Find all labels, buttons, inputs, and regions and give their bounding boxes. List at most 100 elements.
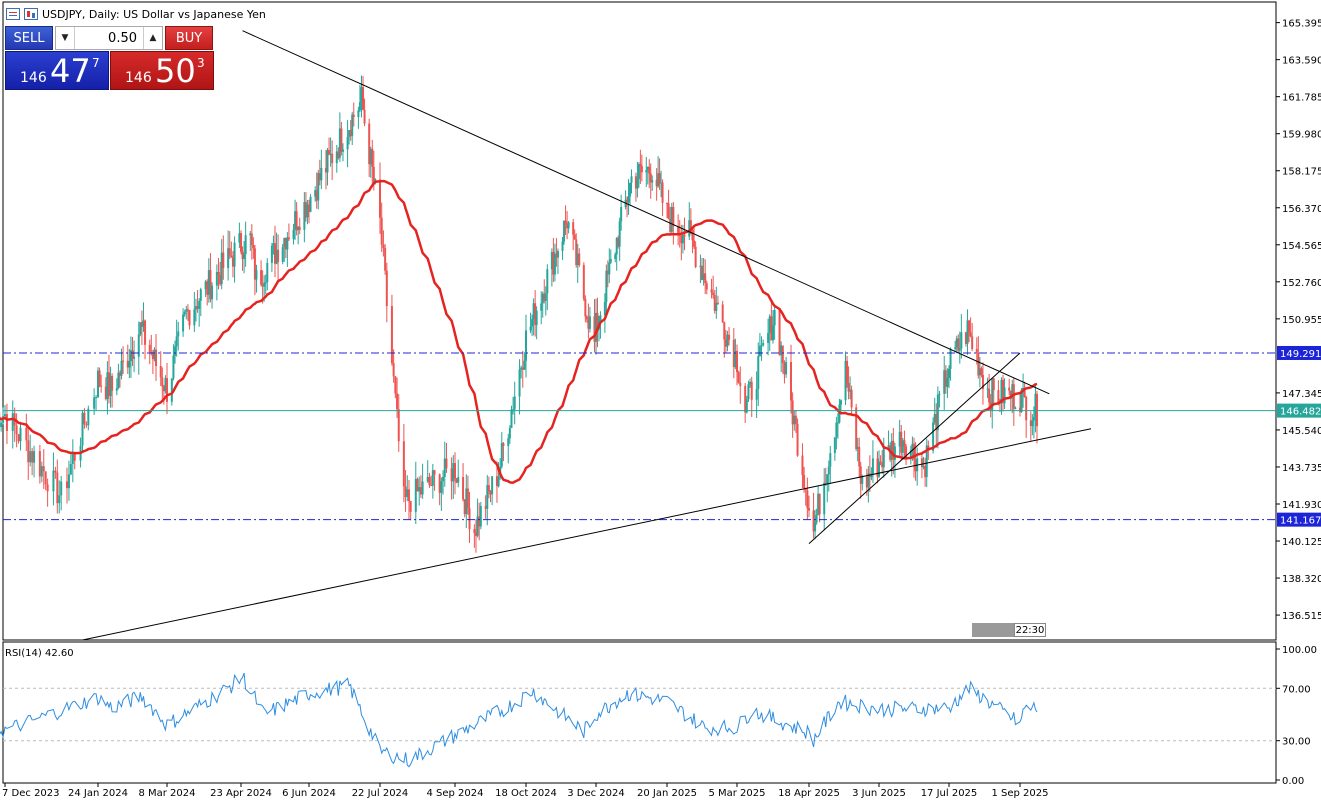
chart-window-icon[interactable] <box>6 8 20 20</box>
time-axis-label: 18 Apr 2025 <box>778 788 840 799</box>
candle-body <box>684 235 686 237</box>
time-axis-label: 18 Oct 2024 <box>495 788 557 799</box>
candle-body <box>1036 394 1038 426</box>
candle-body <box>0 423 2 427</box>
lot-size-input[interactable]: 0.50 <box>74 27 144 49</box>
candle-body <box>519 369 521 396</box>
candle-body <box>20 428 22 441</box>
buy-price-quote[interactable]: 146 50 3 <box>110 51 214 90</box>
candle-body <box>29 451 31 462</box>
candle-body <box>87 409 89 425</box>
trendline-1[interactable] <box>243 31 1050 394</box>
candle-body <box>562 241 564 251</box>
candle-body <box>502 443 504 446</box>
time-axis-label: 22 Jul 2024 <box>352 788 409 799</box>
candle-body <box>988 389 990 403</box>
candle-body <box>144 320 146 344</box>
sell-button[interactable]: SELL <box>5 26 53 50</box>
current-price-label: 146.482 <box>1280 407 1321 418</box>
buy-button[interactable]: BUY <box>165 26 213 50</box>
candle-body <box>286 237 288 249</box>
candle-body <box>620 207 622 222</box>
candle-body <box>795 416 797 424</box>
lot-increase-icon[interactable]: ▲ <box>144 33 162 43</box>
lot-decrease-icon[interactable]: ▼ <box>56 33 74 43</box>
candle-body <box>200 289 202 301</box>
candle-body <box>174 346 176 355</box>
price-axis-label: 165.395 <box>1282 19 1321 30</box>
one-click-trading-panel: SELL ▼ 0.50 ▲ BUY 146 47 7 146 50 3 <box>5 26 213 90</box>
history-scroll-handle[interactable] <box>972 623 1014 637</box>
candle-body <box>408 489 410 501</box>
candle-body <box>277 250 279 262</box>
time-axis-label: 1 Sep 2025 <box>991 788 1048 799</box>
lot-size-stepper[interactable]: ▼ 0.50 ▲ <box>55 26 163 50</box>
candle-body <box>641 166 643 172</box>
candle-body <box>255 270 257 279</box>
price-axis-label: 147.345 <box>1282 389 1321 400</box>
time-axis-label: 23 Apr 2024 <box>210 788 272 799</box>
trendline-2[interactable] <box>83 429 1092 640</box>
candle-body <box>785 362 787 374</box>
candle-body <box>954 347 956 349</box>
candle-body <box>16 426 18 435</box>
time-axis-label: 3 Dec 2024 <box>567 788 625 799</box>
time-axis-label: 4 Sep 2024 <box>426 788 483 799</box>
buy-price-prefix: 146 <box>125 70 152 86</box>
candle-body <box>691 230 693 241</box>
candle-body <box>25 428 27 441</box>
candle-body <box>759 346 761 356</box>
candle-body <box>774 310 776 325</box>
candle-body <box>473 529 475 533</box>
symbol-icon[interactable] <box>24 8 38 20</box>
candle-body <box>74 454 76 461</box>
candle-body <box>545 293 547 301</box>
candle-body <box>93 397 95 408</box>
candle-body <box>462 477 464 499</box>
candle-body <box>111 376 113 391</box>
candle-body <box>572 222 574 234</box>
candle-body <box>52 471 54 492</box>
candle-body <box>662 183 664 203</box>
candle-body <box>1031 421 1033 426</box>
candle-body <box>271 246 273 263</box>
candle-body <box>540 303 542 310</box>
candle-body <box>398 409 400 441</box>
candle-body <box>546 269 548 293</box>
candle-body <box>243 254 245 259</box>
price-axis-label: 136.515 <box>1282 611 1321 622</box>
candle-body <box>66 481 68 488</box>
candle-body <box>251 233 253 244</box>
resistance-level-label: 149.291 <box>1280 349 1321 360</box>
candle-body <box>415 479 417 512</box>
candle-body <box>950 349 952 369</box>
candle-body <box>814 523 816 532</box>
candle-body <box>357 110 359 117</box>
candle-body <box>790 362 792 401</box>
rsi-indicator-label: RSI(14) 42.60 <box>5 648 74 659</box>
candle-body <box>100 385 102 386</box>
candle-body <box>762 343 764 345</box>
candle-body <box>382 245 384 248</box>
candle-body <box>636 179 638 188</box>
moving-average-line <box>0 181 1037 483</box>
sell-price-quote[interactable]: 146 47 7 <box>5 51 109 90</box>
candle-body <box>252 245 254 248</box>
candle-body <box>829 453 831 467</box>
trendline-3[interactable] <box>809 353 1020 544</box>
candle-body <box>614 254 616 259</box>
candle-body <box>403 441 405 486</box>
candle-body <box>39 451 41 476</box>
time-axis-label: 6 Jun 2024 <box>282 788 336 799</box>
candle-body <box>861 477 863 484</box>
candle-body <box>439 474 441 493</box>
candle-body <box>599 315 601 320</box>
candle-body <box>418 487 420 491</box>
candle-body <box>851 390 853 408</box>
price-axis-label: 158.175 <box>1282 167 1321 178</box>
candle-body <box>41 466 43 476</box>
candle-body <box>583 265 585 299</box>
candle-body <box>364 110 366 124</box>
